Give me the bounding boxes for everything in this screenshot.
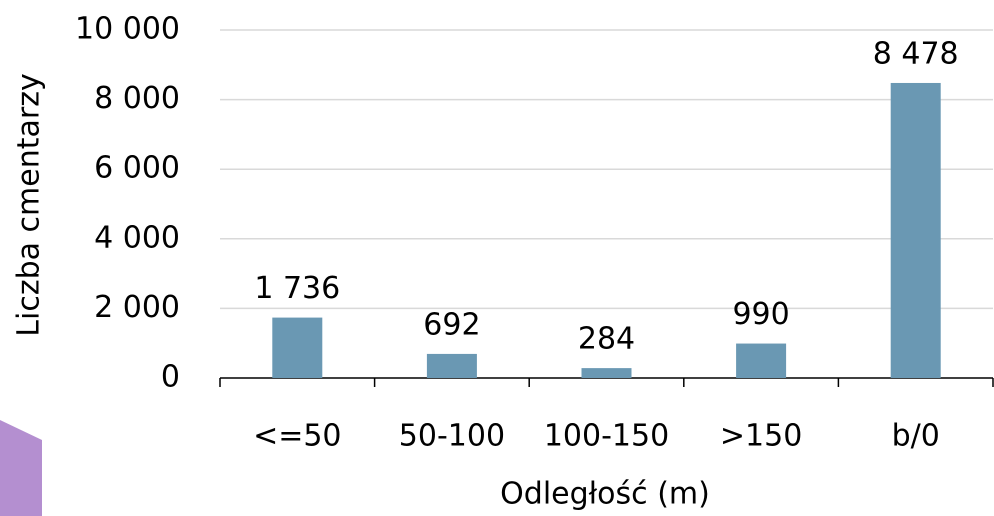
x-tick-label: b/0 <box>892 419 940 454</box>
x-tick-label: >150 <box>720 419 802 454</box>
x-tick-label: 50-100 <box>399 419 505 454</box>
bar <box>426 353 477 378</box>
data-label: 1 736 <box>254 271 340 306</box>
bar <box>736 343 787 378</box>
y-tick-label: 4 000 <box>94 220 180 255</box>
data-label: 990 <box>732 297 789 332</box>
bar <box>890 82 941 378</box>
y-tick-label: 2 000 <box>94 290 180 325</box>
y-axis-title: Liczba cmentarzy <box>12 73 47 336</box>
x-axis-title: Odległość (m) <box>500 477 710 512</box>
bar <box>581 368 632 378</box>
y-tick-label: 0 <box>161 360 180 395</box>
y-tick-label: 8 000 <box>94 81 180 116</box>
y-tick-label: 6 000 <box>94 151 180 186</box>
y-tick-label: 10 000 <box>75 12 180 47</box>
data-label: 8 478 <box>873 36 959 71</box>
x-tick-label: <=50 <box>253 419 341 454</box>
data-label: 284 <box>578 322 635 357</box>
data-label: 692 <box>423 307 480 342</box>
bar <box>272 317 323 378</box>
x-tick-label: 100-150 <box>544 419 669 454</box>
decoration <box>0 420 42 516</box>
